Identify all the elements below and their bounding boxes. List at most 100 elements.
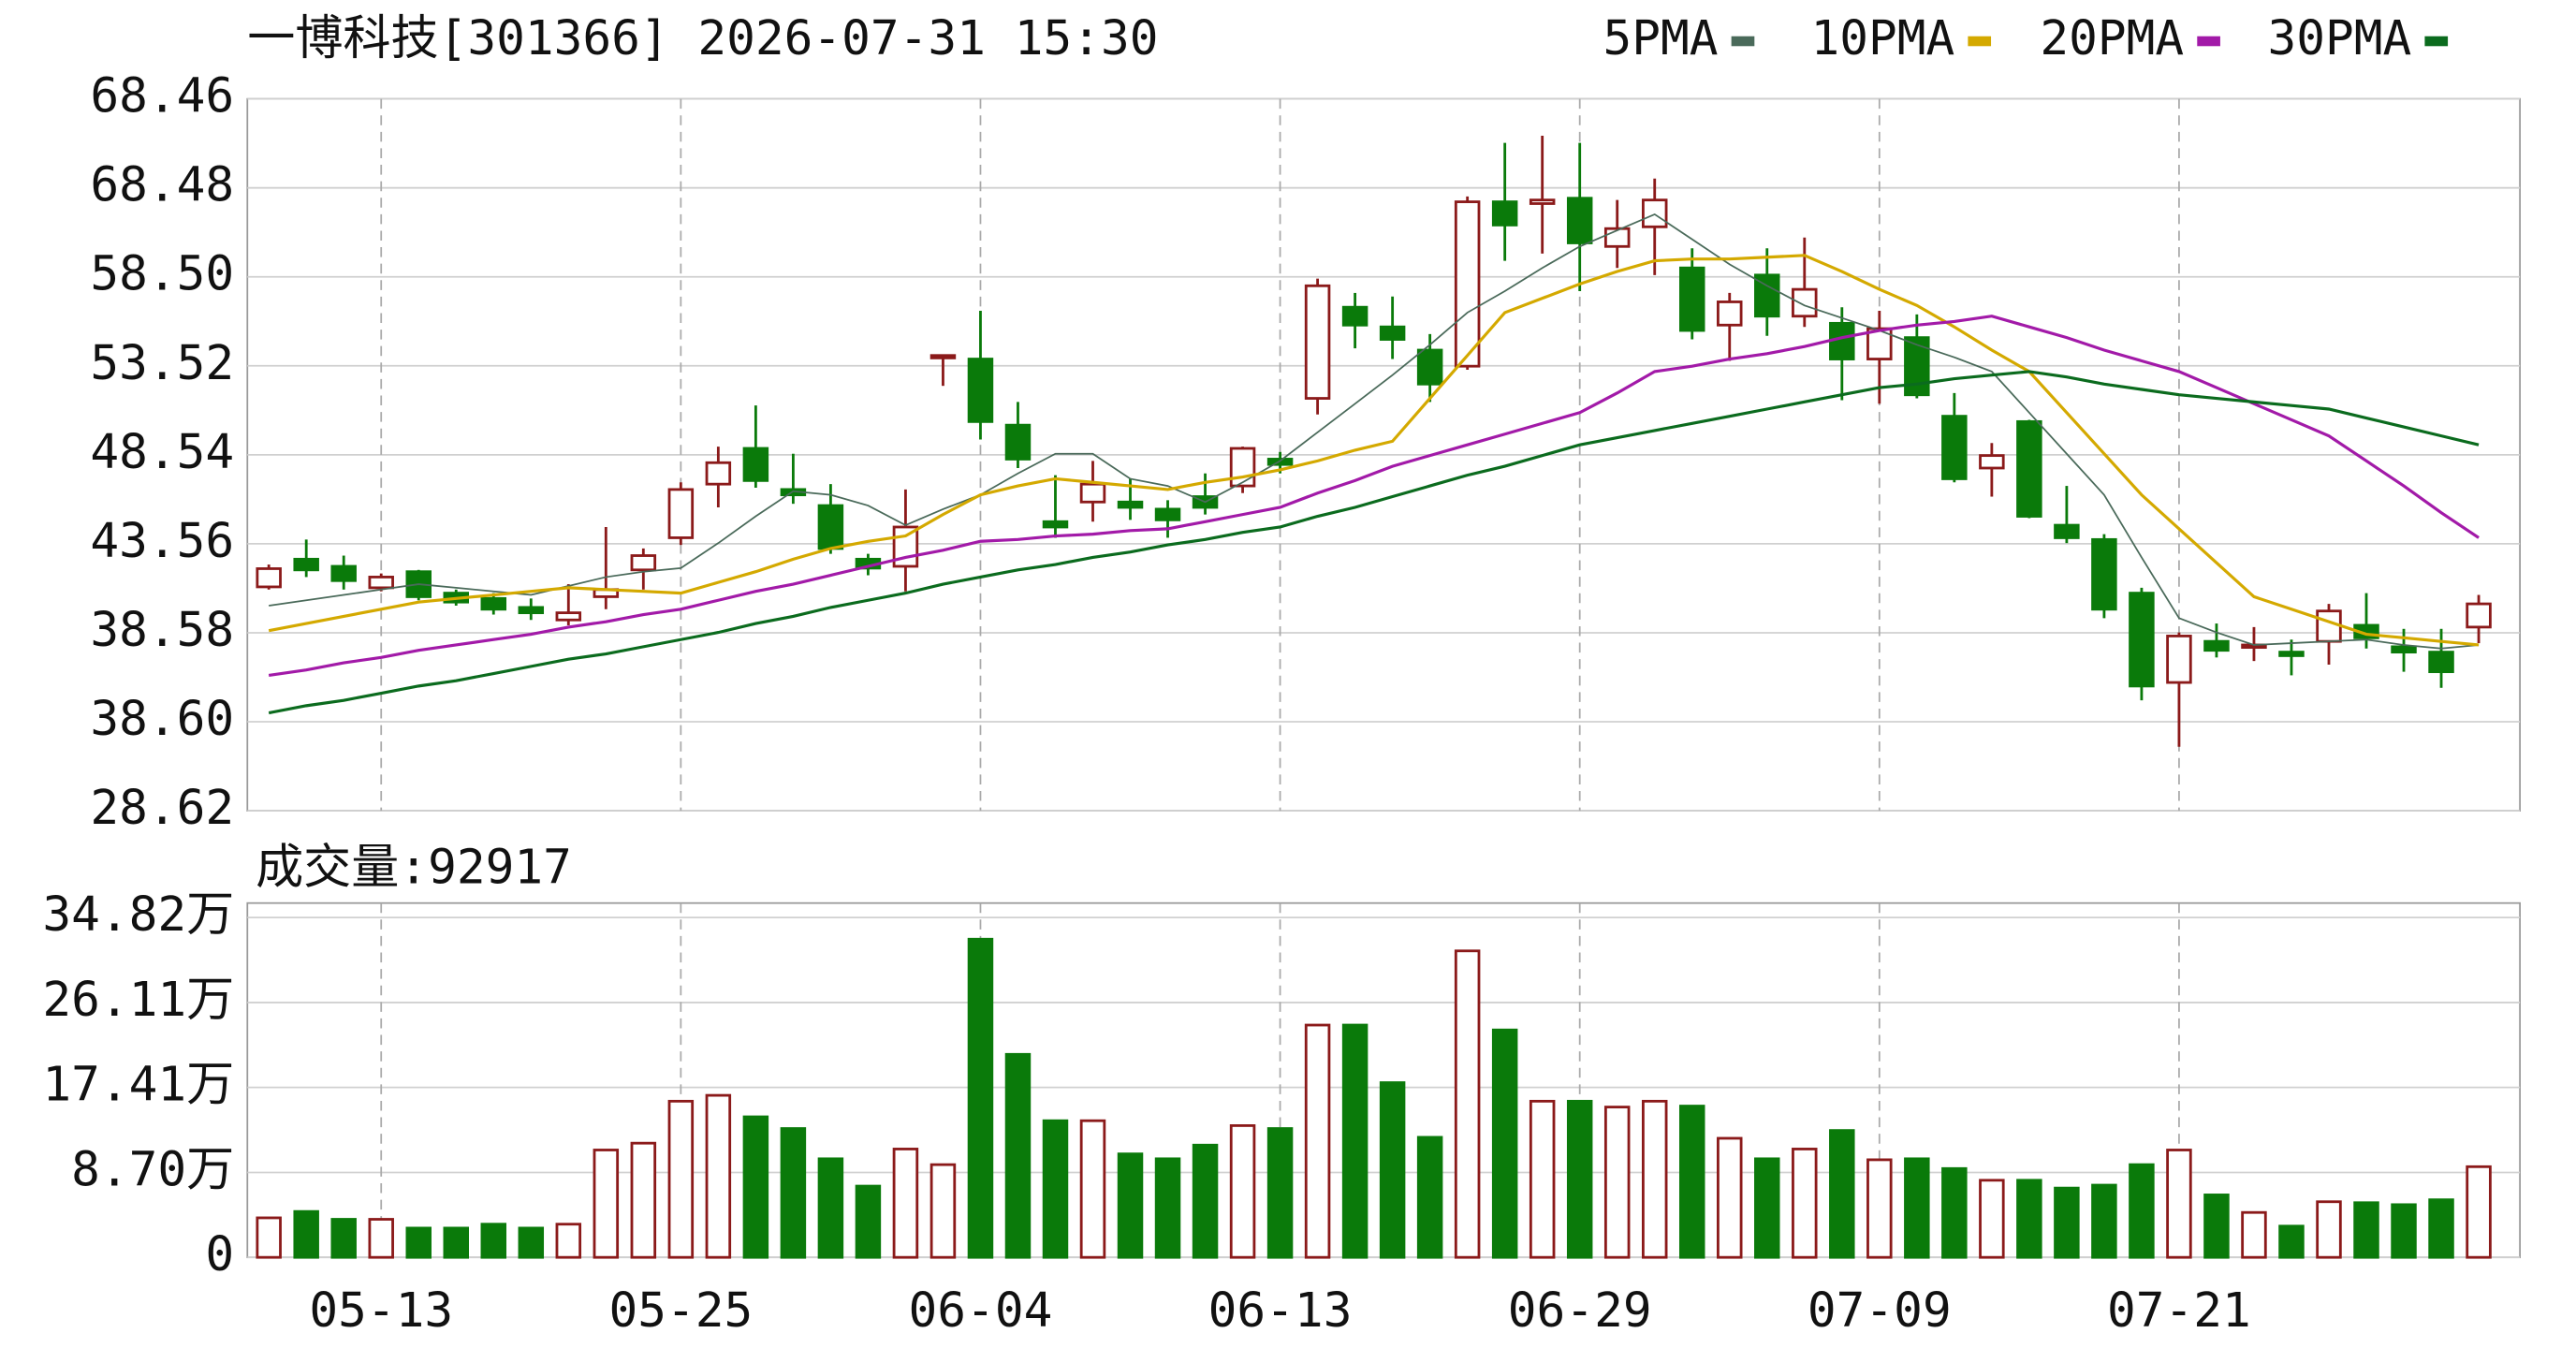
legend-swatch	[2197, 36, 2220, 47]
candle-body	[1154, 507, 1181, 521]
candle-body	[1792, 287, 1818, 318]
x-tick-label: 06-04	[909, 1283, 1053, 1339]
x-tick-label: 06-13	[1208, 1283, 1353, 1339]
candle-body	[1829, 321, 1855, 360]
moving-average-line	[268, 370, 2480, 715]
candle-body	[1717, 300, 1743, 327]
volume-bar	[1941, 1166, 1968, 1259]
volume-bar	[1829, 1129, 1855, 1259]
legend-label: 5PMA	[1603, 11, 1719, 66]
volume-bar	[2166, 1149, 2192, 1259]
volume-bar	[368, 1218, 394, 1259]
x-tick-label: 07-21	[2107, 1283, 2251, 1339]
volume-bar	[2054, 1186, 2080, 1259]
candle-body	[1042, 520, 1069, 529]
candle-body	[2316, 609, 2342, 643]
candle-body	[1117, 500, 1144, 509]
y-tick-label: 26.11万	[42, 973, 234, 1028]
x-tick-label: 05-25	[608, 1283, 753, 1339]
volume-bar	[256, 1216, 282, 1259]
candle-body	[630, 554, 657, 572]
y-tick-label: 48.54	[90, 425, 234, 480]
legend-label: 20PMA	[2040, 11, 2184, 66]
volume-bar	[1566, 1099, 1593, 1259]
volume-title: 成交量:92917	[256, 840, 572, 895]
volume-bar	[1678, 1105, 1705, 1259]
candle-body	[1866, 327, 1893, 360]
volume-bar	[443, 1226, 469, 1259]
candle-body	[892, 525, 919, 568]
candle-body	[1941, 415, 1968, 480]
candle-body	[2278, 651, 2305, 657]
volume-bar	[1641, 1099, 1668, 1259]
moving-average-line	[268, 254, 2480, 647]
candle-body	[480, 596, 507, 611]
volume-bar	[967, 937, 994, 1259]
volume-bar	[2129, 1163, 2155, 1259]
legend-swatch	[2424, 36, 2449, 47]
candle-body	[1079, 482, 1106, 504]
volume-bar	[667, 1099, 695, 1259]
candle-body	[742, 447, 769, 482]
volume-bar	[2016, 1179, 2042, 1259]
volume-bar	[1416, 1136, 1443, 1259]
candle-body	[1341, 305, 1368, 327]
volume-bar	[2466, 1165, 2492, 1259]
volume-bar	[929, 1163, 957, 1259]
volume-bar	[2316, 1200, 2342, 1259]
volume-bar	[1491, 1028, 1518, 1259]
y-tick-label: 17.41万	[42, 1058, 234, 1113]
candle-body	[817, 504, 844, 550]
volume-bar	[2241, 1210, 2267, 1259]
candle-body	[2428, 651, 2454, 674]
volume-bar	[742, 1115, 769, 1259]
candle-body	[2129, 592, 2155, 688]
volume-bar	[480, 1223, 507, 1259]
moving-average-line	[268, 315, 2480, 677]
candle-body	[1678, 266, 1705, 332]
y-tick-label: 68.46	[90, 69, 234, 125]
candle-body	[1004, 423, 1032, 461]
volume-bar	[330, 1218, 357, 1259]
volume-bar	[2091, 1183, 2117, 1259]
volume-bar	[1904, 1157, 1930, 1259]
y-tick-label: 43.56	[90, 514, 234, 569]
y-tick-label: 8.70万	[71, 1142, 234, 1197]
candle-body	[1491, 200, 1518, 227]
y-tick-label: 53.52	[90, 336, 234, 391]
candle-body	[1979, 454, 2005, 470]
volume-bar	[1454, 949, 1481, 1259]
volume-bar	[1266, 1127, 1294, 1259]
candle-body	[929, 354, 957, 359]
legend-swatch	[1968, 36, 1992, 47]
volume-bar	[2391, 1203, 2417, 1259]
volume-bar	[1529, 1099, 1556, 1259]
volume-bar	[1154, 1157, 1181, 1259]
volume-bar	[1379, 1081, 1406, 1259]
candle-body	[2466, 602, 2492, 629]
candle-body	[2391, 645, 2417, 654]
volume-bar	[780, 1127, 807, 1259]
candle-body	[2166, 635, 2192, 684]
volume-bar	[1004, 1052, 1032, 1259]
x-tick-label: 07-09	[1808, 1283, 1952, 1339]
volume-bar	[630, 1141, 657, 1259]
volume-bar	[555, 1223, 582, 1259]
volume-bar	[593, 1149, 620, 1259]
x-tick-label: 06-29	[1508, 1283, 1652, 1339]
legend-label: 10PMA	[1811, 11, 1955, 66]
candle-body	[555, 611, 582, 622]
volume-bar	[1192, 1143, 1219, 1259]
volume-bar	[1603, 1106, 1631, 1259]
volume-bar	[293, 1209, 319, 1259]
candle-body	[2054, 523, 2080, 539]
volume-bar	[1117, 1152, 1144, 1259]
chart-title: 一博科技[301366] 2026-07-31 15:30	[247, 11, 1158, 66]
volume-bar	[1792, 1148, 1818, 1259]
volume-bar	[405, 1226, 432, 1259]
volume-bar	[1341, 1023, 1368, 1259]
y-tick-label: 0	[205, 1227, 234, 1282]
volume-bar	[518, 1226, 545, 1259]
volume-bar	[2428, 1198, 2454, 1259]
